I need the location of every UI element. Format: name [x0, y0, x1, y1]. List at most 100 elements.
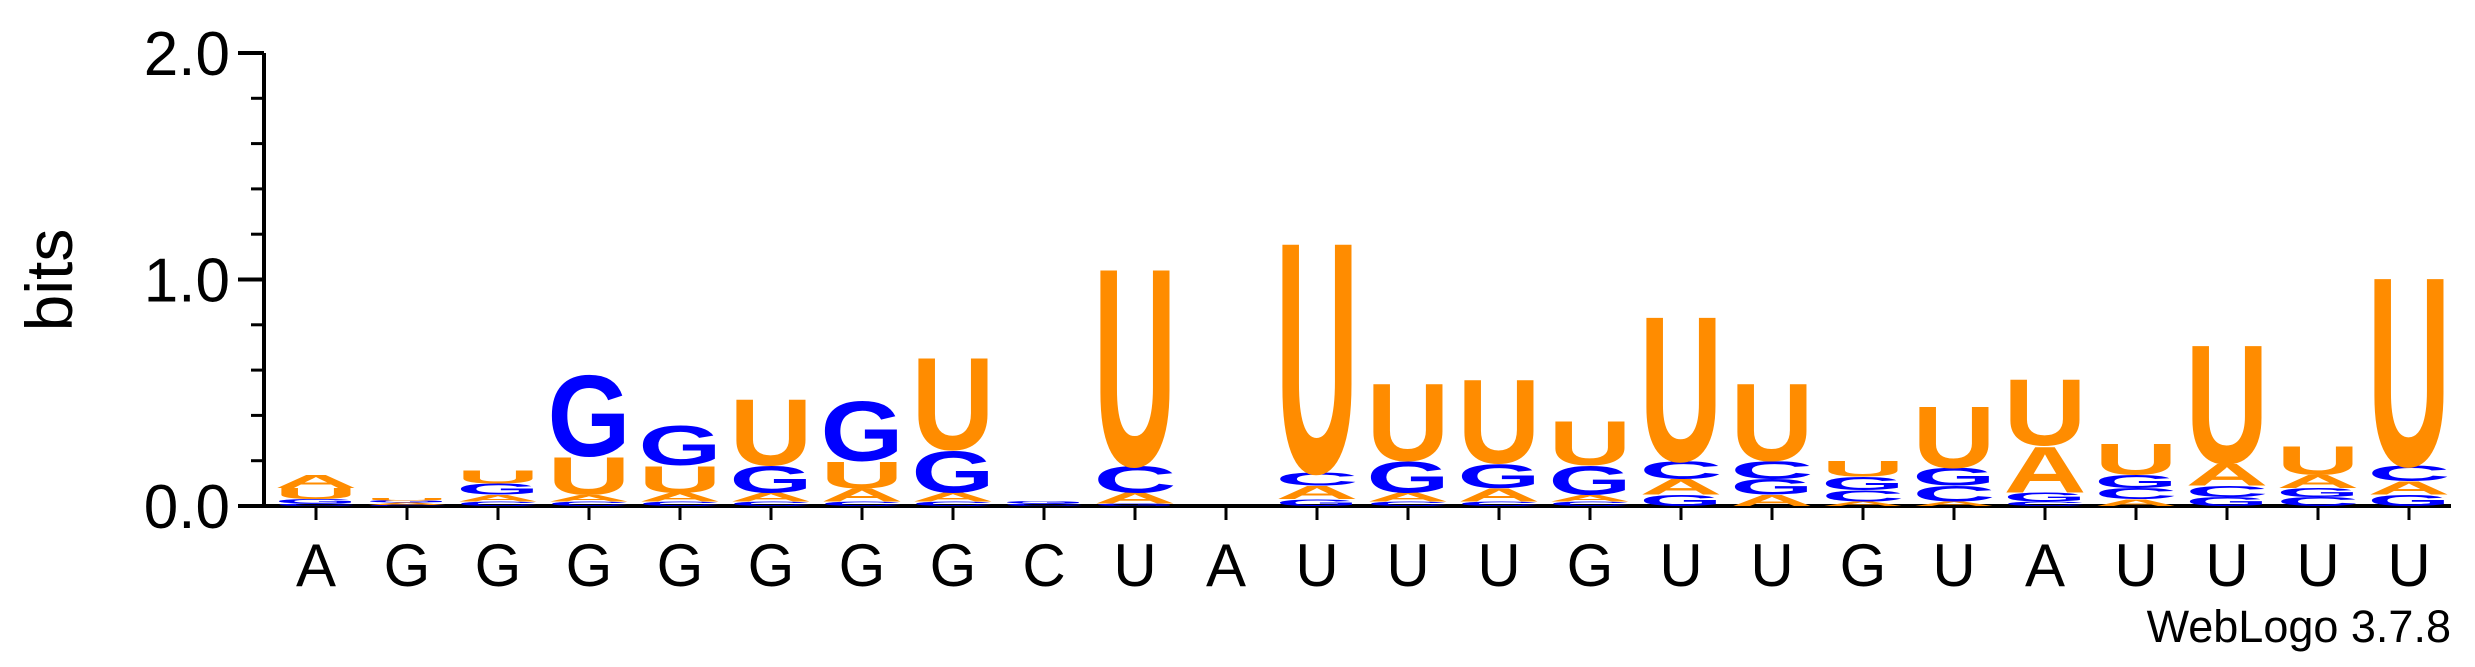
logo-letter: G: [1913, 463, 1996, 491]
logo-letter: C: [1458, 500, 1541, 507]
logo-letter: G: [730, 458, 813, 500]
annotation: WebLogo 3.7.8: [2147, 601, 2451, 652]
logo-letter: G: [2095, 471, 2178, 492]
logo-letter: C: [1822, 487, 1905, 505]
logo-letter: U: [639, 458, 722, 500]
logo-letter: A: [1094, 489, 1177, 507]
logo-letter: A: [275, 471, 358, 492]
logo-letter: U: [1549, 409, 1632, 479]
logo-letter: C: [275, 503, 358, 507]
logo-letter: C: [1913, 482, 1996, 507]
logo-letter: U: [1458, 356, 1541, 490]
logo-letter: C: [2186, 483, 2269, 501]
logo-letter: C: [1094, 458, 1177, 500]
logo-letter: U: [2368, 222, 2451, 524]
x-tick-label: U: [1932, 532, 1975, 599]
x-tick-label: A: [2025, 532, 2065, 599]
logo-letter: A: [1276, 482, 1359, 503]
logo-letter: G: [1822, 473, 1905, 494]
logo-letter: G: [2004, 490, 2087, 504]
logo-letter: G: [2277, 486, 2360, 500]
logo-letter: C: [1003, 503, 1086, 507]
logo-letter: A: [821, 484, 904, 505]
y-tick-label: 2.0: [144, 20, 230, 89]
logo-letter: U: [1367, 362, 1450, 485]
logo-letter: A: [548, 493, 631, 504]
logo-letter: U: [1094, 210, 1177, 526]
logo-letter: C: [1276, 468, 1359, 489]
logo-letter: C: [548, 500, 631, 507]
logo-letter: U: [1913, 388, 1996, 487]
logo-letter: G: [1549, 458, 1632, 504]
logo-letter: C: [366, 505, 449, 507]
logo-letter: A: [1549, 493, 1632, 504]
logo-letter: C: [1731, 456, 1814, 484]
x-tick-label: U: [1659, 532, 1702, 599]
x-tick-label: U: [1113, 532, 1156, 599]
logo-letter: G: [1458, 457, 1541, 496]
logo-letter: A: [730, 490, 813, 504]
logo-letter: G: [366, 500, 449, 504]
x-tick-label: G: [930, 532, 977, 599]
y-tick-label: 0.0: [144, 473, 230, 542]
logo-letter: U: [1822, 457, 1905, 482]
x-tick-label: U: [2205, 532, 2248, 599]
x-tick-label: U: [2296, 532, 2339, 599]
x-tick-label: G: [1840, 532, 1887, 599]
logo-letter: G: [548, 351, 631, 481]
logo-letter: U: [1276, 173, 1359, 543]
logo-letter: U: [548, 447, 631, 506]
x-tick-label: G: [748, 532, 795, 599]
logo-letter: U: [730, 380, 813, 486]
logo-letter: G: [1640, 492, 1723, 510]
logo-letter: U: [366, 497, 449, 501]
logo-letter: C: [2004, 500, 2087, 507]
logo-letter: C: [912, 500, 995, 507]
x-tick-label: A: [296, 532, 336, 599]
logo-letter: U: [1640, 273, 1723, 505]
logo-letter: G: [275, 498, 358, 505]
logo-letter: C: [1367, 500, 1450, 507]
logo-letter: G: [912, 438, 995, 505]
logo-letter: G: [1731, 475, 1814, 500]
logo-letter: U: [2095, 434, 2178, 483]
logo-letter: A: [912, 490, 995, 504]
x-tick-label: G: [657, 532, 704, 599]
logo-letter: A: [366, 502, 449, 506]
logo-letter: A: [1913, 500, 1996, 507]
logo-letter: U: [275, 485, 358, 503]
logo-letter: G: [1276, 497, 1359, 508]
logo-letter: C: [1640, 456, 1723, 484]
y-tick-label: 1.0: [144, 247, 230, 316]
x-tick-label: U: [1477, 532, 1520, 599]
logo-letter: G: [2368, 492, 2451, 510]
logo-letter: A: [1458, 484, 1541, 505]
x-tick-label: G: [566, 532, 613, 599]
logo-letter: G: [457, 480, 540, 498]
logo-letter: U: [912, 329, 995, 477]
logo-letter: U: [821, 454, 904, 496]
logo-letter: C: [1549, 500, 1632, 507]
logo-letter: A: [639, 490, 722, 504]
logo-letter: A: [2004, 433, 2087, 507]
logo-letter: C: [457, 500, 540, 507]
logo-letter: G: [639, 414, 722, 477]
logo-letter: C: [639, 500, 722, 507]
logo-letter: U: [2277, 437, 2360, 483]
x-tick-label: A: [1206, 532, 1246, 599]
y-axis-label: bits: [12, 229, 86, 332]
x-tick-label: U: [1750, 532, 1793, 599]
logo-letter: A: [1822, 500, 1905, 507]
x-tick-label: G: [384, 532, 431, 599]
logo-letter: A: [1731, 492, 1814, 510]
logo-letter: U: [2186, 310, 2269, 500]
x-tick-label: U: [2114, 532, 2157, 599]
logo-letter: A: [457, 493, 540, 504]
logo-letter: C: [2095, 485, 2178, 503]
x-tick-label: G: [839, 532, 886, 599]
x-tick-label: U: [2387, 532, 2430, 599]
logo-letter: A: [2186, 457, 2269, 492]
logo-letter: G: [821, 384, 904, 479]
logo-letter: A: [1367, 490, 1450, 504]
